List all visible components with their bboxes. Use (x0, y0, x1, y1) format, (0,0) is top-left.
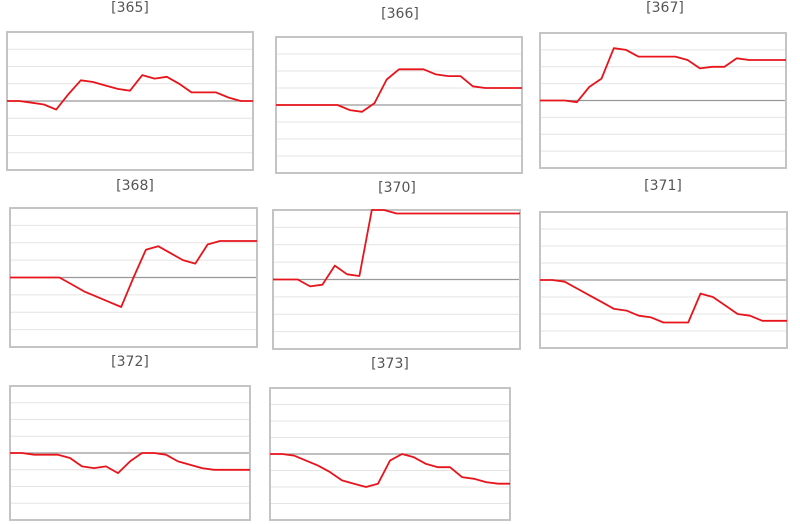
chart-title: [368] (116, 178, 154, 194)
chart-title: [367] (646, 0, 684, 16)
data-line (270, 453, 510, 488)
chart-title: [371] (644, 178, 682, 194)
data-line (276, 68, 522, 113)
chart-title: [366] (381, 6, 419, 22)
data-line (10, 452, 250, 474)
data-line (10, 240, 257, 308)
chart-title: [365] (111, 0, 149, 16)
data-line (540, 279, 787, 324)
data-line (540, 47, 786, 104)
data-line (273, 209, 520, 288)
chart-title: [373] (371, 356, 409, 372)
chart-title: [372] (111, 354, 149, 370)
data-line (7, 74, 253, 111)
chart-title: [370] (378, 180, 416, 196)
